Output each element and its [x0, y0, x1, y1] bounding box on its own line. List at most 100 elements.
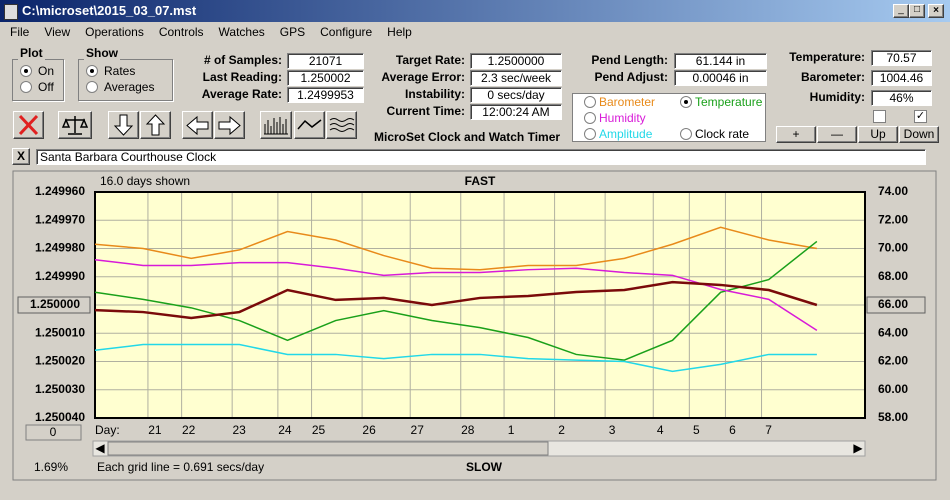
field-label: Instability: [404, 87, 465, 101]
menu-item[interactable]: Configure [320, 25, 373, 39]
radio[interactable] [20, 81, 32, 93]
x-tick-label: 22 [182, 423, 196, 437]
series-line [94, 280, 818, 320]
field-label: Average Error: [381, 70, 465, 84]
menu-item[interactable]: Help [387, 25, 412, 39]
field-label: Barometer: [800, 70, 865, 84]
clear-button[interactable]: X [12, 148, 30, 165]
field-label: Humidity: [809, 90, 865, 104]
minimize[interactable]: _ [893, 4, 909, 18]
maximize[interactable]: □ [909, 4, 925, 18]
y-tick-label: 1.250040 [35, 410, 85, 424]
y-tick-label: 1.249980 [35, 241, 85, 255]
legend-entry[interactable]: Clock rate [695, 127, 750, 141]
offset: 0 [50, 425, 57, 439]
x-tick-label: 21 [148, 423, 162, 437]
menu-item[interactable]: File [10, 25, 30, 39]
radio-dot [24, 69, 28, 73]
scroll-thumb[interactable] [107, 441, 549, 456]
menu-item[interactable]: Watches [218, 25, 265, 39]
menu-item[interactable]: Controls [158, 25, 204, 39]
scroll-right[interactable]: ▶ [853, 441, 863, 455]
icon [18, 114, 39, 136]
field-value: 12:00:24 AM [470, 104, 562, 120]
option-label[interactable]: Off [38, 80, 54, 94]
legend-entry[interactable]: Temperature [695, 95, 763, 109]
radio[interactable] [20, 65, 32, 77]
control-button[interactable]: — [817, 126, 857, 143]
field-value: 1.2500000 [470, 53, 562, 69]
y2-tick-label: 64.00 [878, 325, 908, 339]
bars-button[interactable] [260, 111, 292, 139]
menu-item[interactable]: View [44, 25, 71, 39]
icon [264, 117, 288, 135]
radio[interactable] [86, 65, 98, 77]
radio[interactable] [86, 81, 98, 93]
checkbox[interactable] [873, 110, 886, 123]
right-button[interactable] [214, 111, 245, 139]
y2-tick-label: 60.00 [878, 382, 908, 396]
checkbox-checked[interactable]: ✓ [914, 110, 927, 123]
stop-button[interactable] [13, 111, 44, 139]
y-tick-label: 1.250000 [30, 297, 80, 311]
scale-button[interactable] [58, 111, 92, 139]
series-radio[interactable] [680, 96, 692, 108]
y2-tick-label: 58.00 [878, 410, 908, 424]
x-tick-label: 28 [461, 423, 475, 437]
option-label[interactable]: Rates [104, 64, 136, 78]
series-radio[interactable] [680, 128, 692, 140]
series-radio[interactable] [584, 128, 596, 140]
series-radio[interactable] [584, 112, 596, 124]
icon [145, 114, 166, 136]
legend-entry[interactable]: Amplitude [599, 127, 653, 141]
group-title: Show [84, 46, 120, 60]
left-button[interactable] [182, 111, 213, 139]
x-label: Day: [95, 423, 120, 437]
option-label[interactable]: On [38, 64, 55, 78]
radio-dot [90, 69, 94, 73]
line-button[interactable] [294, 111, 325, 139]
x-tick-label: 1 [508, 423, 515, 437]
field-label: # of Samples: [203, 53, 282, 67]
field-value: 2.3 sec/week [470, 70, 562, 86]
y-tick-label: 1.250010 [35, 325, 85, 339]
clock-name-field[interactable]: Santa Barbara Courthouse Clock [36, 149, 926, 165]
menu-item[interactable]: Operations [85, 25, 144, 39]
option-label[interactable]: Averages [104, 80, 155, 94]
field-label: Pend Adjust: [594, 70, 668, 84]
offset-button[interactable] [25, 424, 82, 441]
menu-item[interactable]: GPS [279, 25, 306, 39]
field-value: 61.144 in [674, 53, 767, 69]
y2-tick-label: 68.00 [878, 269, 908, 283]
series-panel [572, 93, 766, 142]
show-group [78, 59, 173, 101]
field-value: 0.00046 in [674, 70, 767, 86]
x-tick-label: 3 [609, 423, 616, 437]
down-button[interactable] [108, 111, 139, 139]
wave-button[interactable] [326, 111, 357, 139]
x-tick-label: 26 [362, 423, 376, 437]
control-button[interactable]: Down [899, 126, 939, 143]
field-value: 70.57 [871, 50, 932, 66]
icon [186, 115, 209, 136]
y2-tick-label: 72.00 [878, 212, 908, 226]
field-value: 21071 [287, 53, 364, 69]
legend-entry[interactable]: Humidity [599, 111, 646, 125]
app-name: MicroSet Clock and Watch Timer [374, 130, 561, 144]
field-value: 0 secs/day [470, 87, 562, 103]
legend-entry[interactable]: Barometer [599, 95, 656, 109]
field-value: 1.2499953 [287, 87, 364, 103]
x-tick-label: 25 [312, 423, 326, 437]
radio-dot [684, 100, 688, 104]
scroll-left[interactable]: ◀ [95, 441, 105, 455]
y2-tick-label: 70.00 [878, 241, 908, 255]
up-button[interactable] [140, 111, 171, 139]
close[interactable]: × [928, 4, 944, 18]
x-tick-label: 7 [765, 423, 772, 437]
control-button[interactable]: + [776, 126, 816, 143]
series-radio[interactable] [584, 96, 596, 108]
field-label: Last Reading: [202, 70, 282, 84]
control-button[interactable]: Up [858, 126, 898, 143]
